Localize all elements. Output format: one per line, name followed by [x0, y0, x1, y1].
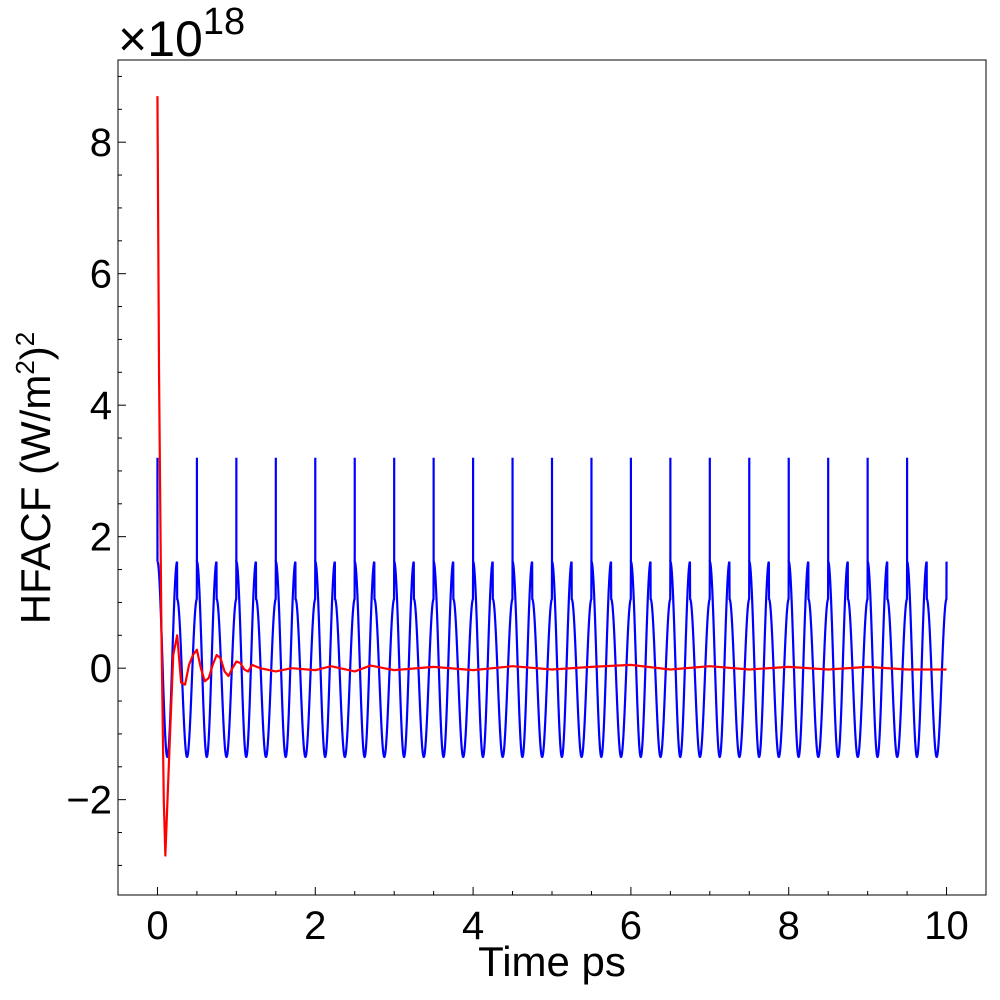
x-axis-label: Time ps	[478, 938, 626, 985]
y-scale-multiplier-base: ×10	[118, 11, 203, 67]
y-axis-label-sup1: 2	[10, 360, 40, 374]
x-tick-label: 6	[620, 904, 642, 948]
tick-layer: 0 2 4 6 8 10 −2 0 2 4 6 8	[66, 75, 969, 948]
y-scale-multiplier-exponent: 18	[203, 1, 245, 43]
y-axis-label-main: HFACF (W/m	[12, 375, 59, 625]
y-tick-label: 8	[90, 121, 112, 165]
y-scale-multiplier: ×1018	[118, 1, 245, 67]
y-tick-label: 0	[90, 647, 112, 691]
x-tick-label: 10	[924, 904, 969, 948]
series-blue-line	[156, 559, 948, 759]
y-tick-label: 2	[90, 516, 112, 560]
y-tick-label: −2	[66, 779, 112, 823]
x-tick-label: 2	[304, 904, 326, 948]
y-axis-label-mid: )	[12, 346, 59, 360]
x-tick-label: 4	[462, 904, 484, 948]
series-layer	[156, 96, 948, 857]
y-axis-label: HFACF (W/m2)2	[10, 332, 59, 625]
x-tick-label: 0	[146, 904, 168, 948]
y-tick-label: 6	[90, 253, 112, 297]
series-red-line	[156, 96, 947, 857]
y-tick-label: 4	[90, 384, 112, 428]
x-tick-label: 8	[778, 904, 800, 948]
y-axis-label-sup2: 2	[10, 332, 40, 346]
